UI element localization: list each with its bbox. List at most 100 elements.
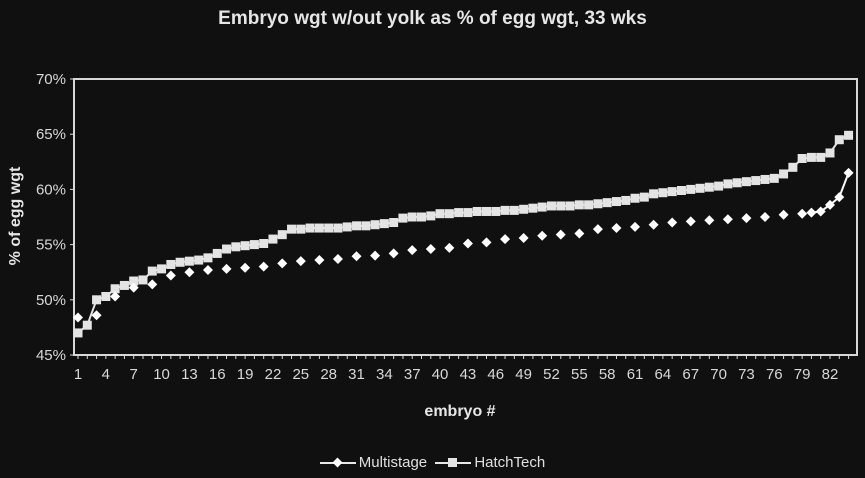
chart-title: Embryo wgt w/out yolk as % of egg wgt, 3… [218, 8, 647, 29]
data-point [222, 244, 232, 254]
data-point [92, 295, 102, 305]
x-tick-label: 58 [599, 366, 616, 383]
x-tick-label: 82 [822, 366, 839, 383]
data-point [500, 234, 511, 245]
data-point [361, 221, 371, 231]
series-hatchtech [73, 130, 854, 338]
data-point [259, 238, 269, 248]
legend-label: Multistage [358, 454, 428, 471]
data-point [816, 152, 826, 162]
data-point [370, 220, 380, 230]
data-point [779, 169, 789, 179]
data-point [184, 267, 195, 278]
data-point [314, 255, 325, 266]
data-point [714, 181, 724, 191]
data-point [277, 258, 288, 269]
data-point [287, 224, 297, 234]
data-point [119, 280, 129, 290]
x-axis-title: embryo # [424, 403, 495, 420]
data-point [639, 192, 649, 202]
data-point [91, 310, 102, 321]
data-point [658, 188, 668, 198]
x-tick-label: 76 [766, 366, 783, 383]
x-tick-label: 73 [738, 366, 755, 383]
data-point [194, 255, 204, 265]
data-point [184, 256, 194, 266]
data-point [556, 201, 566, 211]
data-point [843, 167, 854, 178]
data-point [249, 240, 259, 250]
data-point [389, 218, 399, 228]
data-point [769, 173, 779, 183]
data-point [555, 229, 566, 240]
x-tick-label: 25 [292, 366, 309, 383]
data-point [732, 178, 742, 188]
y-tick-label: 70% [36, 71, 66, 88]
data-point [296, 224, 306, 234]
data-point [844, 130, 854, 140]
data-point [685, 216, 696, 227]
data-point [704, 215, 715, 226]
x-axis: 1 4 7 10 13 16 19 22 25 28 31 34 37 40 43 46 49 52 55 58 61 6… [74, 355, 850, 383]
data-point [128, 282, 139, 293]
x-tick-label: 7 [130, 366, 138, 383]
data-point [444, 242, 455, 253]
data-point [398, 213, 408, 223]
data-point [462, 238, 473, 249]
legend-label: HatchTech [474, 454, 546, 471]
y-axis-title: % of egg wgt [7, 166, 24, 265]
x-tick-label: 64 [655, 366, 672, 383]
data-point [630, 193, 640, 203]
data-point [165, 270, 176, 281]
data-point [723, 179, 733, 189]
x-tick-label: 67 [682, 366, 699, 383]
data-point [630, 221, 641, 232]
y-tick-label: 65% [36, 126, 66, 143]
data-point [481, 206, 491, 216]
data-point [592, 224, 603, 235]
data-point [388, 248, 399, 259]
data-point [82, 320, 92, 330]
data-point [147, 279, 158, 290]
data-point [157, 264, 167, 274]
data-point [806, 152, 816, 162]
x-tick-label: 28 [320, 366, 337, 383]
data-point [240, 262, 251, 273]
x-tick-label: 19 [237, 366, 254, 383]
data-point [454, 208, 464, 218]
data-point [722, 214, 733, 225]
x-tick-label: 34 [376, 366, 393, 383]
x-tick-label: 13 [181, 366, 198, 383]
data-point [649, 189, 659, 199]
y-tick-label: 45% [36, 347, 66, 364]
data-point [240, 241, 250, 251]
data-point [825, 199, 835, 210]
x-tick-label: 22 [265, 366, 282, 383]
data-point [202, 264, 213, 275]
data-point [407, 212, 417, 222]
x-tick-label: 10 [153, 366, 170, 383]
data-point [101, 291, 111, 301]
y-axis: 45% 50% 55% 60% 65% 70% [36, 71, 74, 364]
data-point [463, 208, 473, 218]
y-tick-label: 55% [36, 237, 66, 254]
x-tick-label: 37 [404, 366, 421, 383]
data-point [518, 232, 529, 243]
data-point [110, 291, 121, 302]
data-point [676, 186, 686, 196]
data-point [546, 201, 556, 211]
data-point [704, 182, 714, 192]
data-point [593, 199, 603, 209]
data-point [648, 219, 659, 230]
data-point [695, 183, 705, 193]
data-point [175, 257, 185, 267]
x-tick-label: 61 [627, 366, 644, 383]
data-point [352, 221, 362, 231]
data-point [500, 205, 510, 215]
data-point [110, 284, 120, 294]
x-tick-label: 31 [348, 366, 365, 383]
data-point [129, 276, 139, 286]
data-point [221, 263, 232, 274]
data-point [370, 250, 381, 261]
data-point [314, 223, 324, 233]
